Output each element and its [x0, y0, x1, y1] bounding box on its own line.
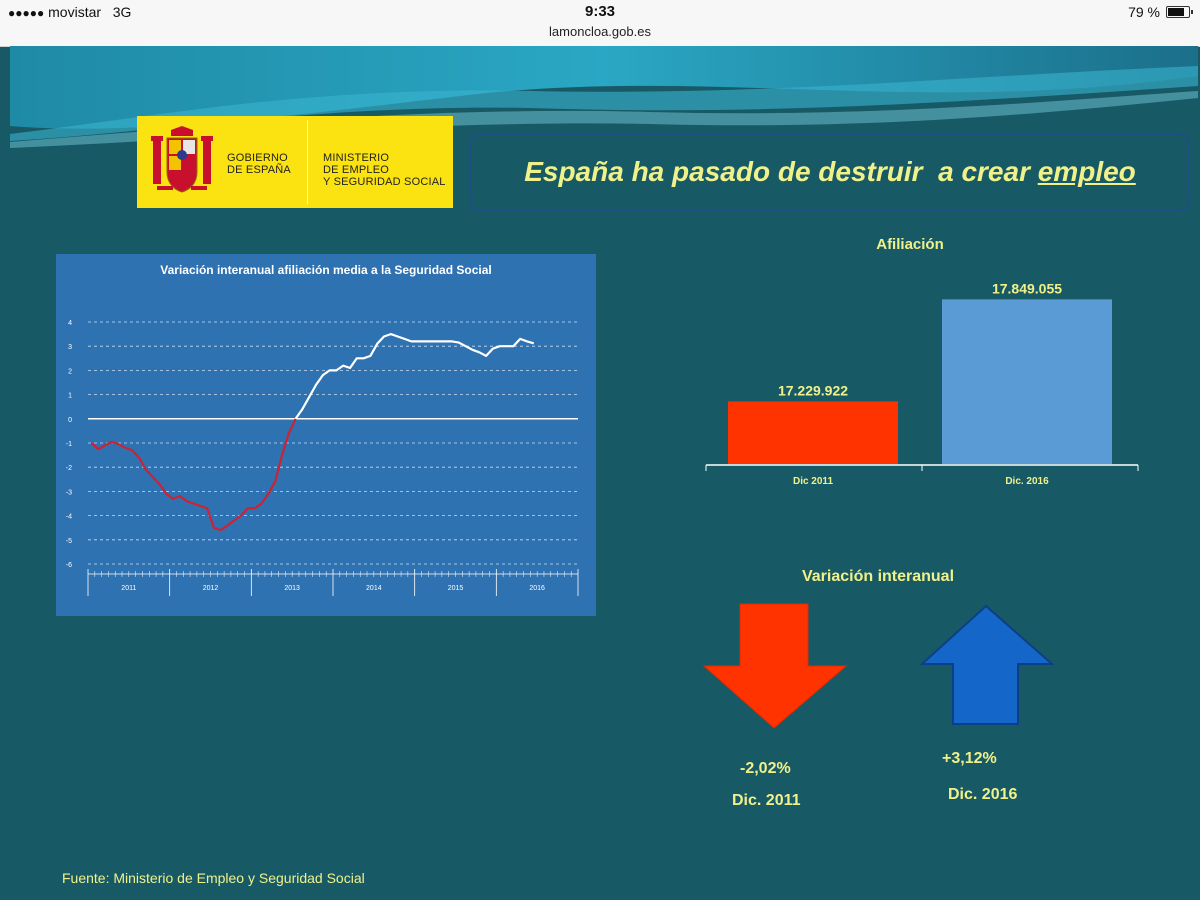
- headline-text: España ha pasado de destruir a crear: [524, 156, 1038, 187]
- x-tick-label: 2016: [529, 585, 545, 592]
- y-tick-label: 3: [68, 344, 72, 351]
- signal-dots-icon: ●●●●●: [8, 6, 45, 20]
- slide: GOBIERNO DE ESPAÑA MINISTERIO DE EMPLEO …: [10, 46, 1198, 900]
- y-tick-label: 2: [68, 368, 72, 375]
- logo-separator: [307, 120, 308, 204]
- line-chart-title: Variación interanual afiliación media a …: [160, 263, 491, 277]
- logo-ministry-text: MINISTERIO DE EMPLEO Y SEGURIDAD SOCIAL: [323, 152, 446, 188]
- clock: 9:33: [584, 3, 616, 20]
- y-tick-label: 4: [68, 320, 72, 327]
- series-line-negative: [90, 418, 297, 532]
- logo-min-line1: MINISTERIO: [323, 152, 390, 164]
- logo-min-line2: DE EMPLEO: [323, 164, 389, 176]
- variation-right-label: Dic. 2016: [948, 786, 1018, 803]
- line-chart: Variación interanual afiliación media a …: [66, 263, 579, 596]
- series-line-positive: [294, 333, 535, 420]
- y-tick-label: -4: [66, 514, 72, 521]
- logo-gob-line2: DE ESPAÑA: [227, 164, 291, 176]
- x-tick-label: 2013: [284, 585, 300, 592]
- url-bar[interactable]: lamoncloa.gob.es: [549, 24, 651, 39]
- carrier-name: movistar: [48, 4, 102, 20]
- variation-right-value: +3,12%: [942, 750, 997, 767]
- logo-min-line3: Y SEGURIDAD SOCIAL: [323, 176, 446, 188]
- coat-of-arms-icon: [151, 126, 213, 193]
- x-tick-label: 2015: [448, 585, 464, 592]
- x-tick-label: 2014: [366, 585, 382, 592]
- bar-value-label: 17.849.055: [992, 280, 1062, 296]
- bar-category-label: Dic. 2016: [1005, 476, 1049, 487]
- logo-government-text: GOBIERNO DE ESPAÑA: [227, 152, 291, 176]
- bar: [942, 299, 1112, 464]
- variation-left-value: -2,02%: [740, 760, 791, 777]
- carrier-info: ●●●●● movistar 3G: [8, 4, 131, 20]
- headline-underlined: empleo: [1037, 156, 1136, 187]
- wave-decoration: [10, 46, 1198, 156]
- x-tick-label: 2012: [203, 585, 219, 592]
- y-tick-label: 0: [68, 417, 72, 424]
- y-tick-label: -3: [66, 489, 72, 496]
- bar: [728, 401, 898, 464]
- government-logo: GOBIERNO DE ESPAÑA MINISTERIO DE EMPLEO …: [137, 116, 453, 208]
- source-note: Fuente: Ministerio de Empleo y Seguridad…: [62, 870, 365, 886]
- battery-percent: 79 %: [1128, 4, 1160, 20]
- down-arrow-icon: [702, 603, 848, 729]
- y-tick-label: -2: [66, 465, 72, 472]
- up-arrow-icon: [919, 604, 1055, 725]
- logo-gob-line1: GOBIERNO: [227, 152, 288, 164]
- bar-chart-title: Afiliación: [876, 236, 944, 253]
- bar-value-label: 17.229.922: [778, 382, 848, 398]
- line-chart-panel: Variación interanual afiliación media a …: [56, 254, 596, 616]
- battery-status: 79 %: [1128, 4, 1193, 20]
- y-tick-label: -5: [66, 538, 72, 545]
- y-tick-label: -1: [66, 441, 72, 448]
- x-tick-label: 2011: [121, 585, 136, 592]
- variation-left-label: Dic. 2011: [732, 792, 801, 809]
- headline-box: España ha pasado de destruir a crear emp…: [470, 133, 1190, 211]
- bar-chart: 17.229.922 Dic 2011 17.849.055 Dic. 2016: [705, 280, 1139, 487]
- variation-title: Variación interanual: [801, 568, 955, 585]
- variation-arrows: [702, 603, 1055, 729]
- y-tick-label: 1: [68, 393, 72, 400]
- status-bar: ●●●●● movistar 3G 9:33 lamoncloa.gob.es …: [0, 0, 1200, 47]
- network-type: 3G: [112, 4, 132, 20]
- y-tick-label: -6: [66, 562, 72, 569]
- headline: España ha pasado de destruir a crear emp…: [524, 156, 1136, 188]
- battery-icon: [1166, 6, 1193, 18]
- bar-category-label: Dic 2011: [793, 476, 833, 487]
